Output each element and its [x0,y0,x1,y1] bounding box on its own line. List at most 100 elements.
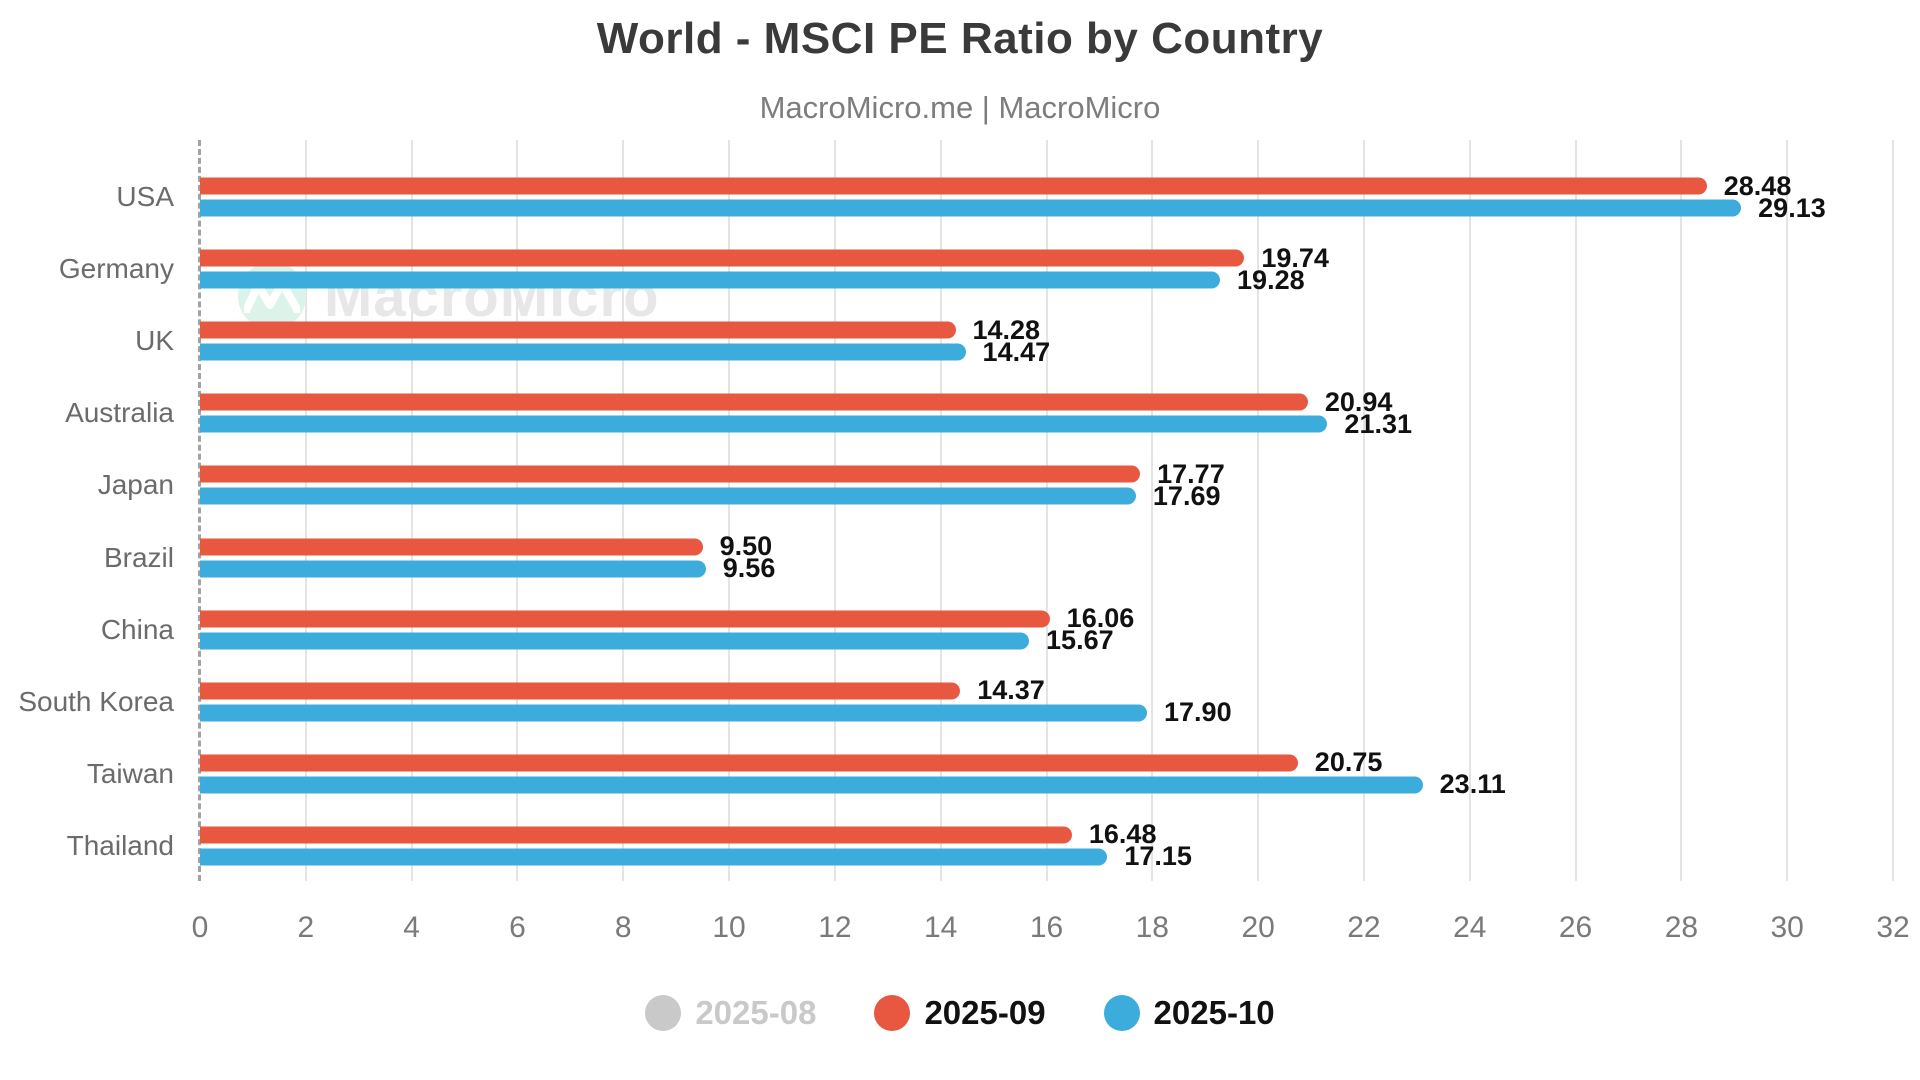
bar-2025-09-taiwan[interactable] [200,754,1298,772]
chart-subtitle: MacroMicro.me | MacroMicro [759,90,1161,125]
bar-row-japan: Japan 17.77 17.69 [98,449,1893,521]
gridline-x-28 [1680,140,1683,881]
chart-title: World - MSCI PE Ratio by Country [596,14,1324,63]
bar-row-thailand: Thailand 16.48 17.15 [67,810,1893,882]
bar-rows: USA 28.48 29.13 Germany 19.74 19.28 UK 14.28 14.… [18,161,1893,882]
value-label-2025-09-usa: 28.48 [1723,170,1792,201]
bar-2025-09-australia[interactable] [200,393,1308,411]
gridline-x-16 [1045,140,1048,881]
x-tick-label-12: 12 [818,911,852,944]
bar-2025-10-usa[interactable] [200,199,1742,217]
x-tick-label-2: 2 [297,911,315,944]
category-label-brazil: Brazil [103,541,174,573]
gridline-x-26 [1574,140,1577,881]
legend-label-2025-08: 2025-08 [695,994,817,1031]
bar-2025-10-china[interactable] [200,632,1030,650]
category-label-thailand: Thailand [66,829,174,861]
category-label-south-korea: South Korea [18,685,174,717]
gridline-x-2 [304,140,307,881]
legend-dot-2025-10 [1103,995,1140,1031]
bar-row-australia: Australia 20.94 21.31 [65,377,1893,449]
gridline-x-4 [410,140,413,881]
bar-2025-09-uk[interactable] [200,321,956,339]
legend-dot-2025-08 [645,995,682,1031]
x-tick-label-0: 0 [191,911,209,944]
plot-area: MacroMicro USA 28.48 29.13 Germany 19.74 19.2… [18,140,1894,882]
bar-2025-09-south-korea[interactable] [200,682,961,700]
value-label-2025-09-germany: 19.74 [1261,242,1329,273]
value-label-2025-09-thailand: 16.48 [1088,819,1157,850]
value-label-2025-10-brazil: 9.56 [722,553,776,584]
bar-row-germany: Germany 19.74 19.28 [59,233,1893,305]
value-label-2025-09-uk: 14.28 [972,314,1041,345]
gridline-x-14 [939,140,942,881]
x-tick-label-28: 28 [1664,911,1699,944]
bar-2025-09-usa[interactable] [200,177,1707,195]
bar-row-usa: USA 28.48 29.13 [116,161,1893,233]
value-label-2025-09-taiwan: 20.75 [1314,747,1383,778]
x-tick-label-16: 16 [1029,911,1064,944]
gridline-x-12 [833,140,836,881]
value-label-2025-10-uk: 14.47 [982,336,1051,367]
x-tick-label-20: 20 [1241,911,1275,944]
category-label-china: China [100,613,174,645]
legend-item-2025-08[interactable]: 2025-08 [645,994,816,1032]
value-label-2025-10-usa: 29.13 [1758,192,1826,223]
bar-2025-10-thailand[interactable] [200,848,1108,866]
x-tick-label-30: 30 [1770,911,1804,944]
x-tick-label-18: 18 [1135,911,1169,944]
bar-2025-09-thailand[interactable] [200,826,1072,844]
gridline-x-32 [1892,140,1894,881]
category-label-australia: Australia [65,397,174,429]
value-label-2025-09-china: 16.06 [1066,603,1135,634]
x-tick-label-4: 4 [403,911,420,944]
value-label-2025-09-australia: 20.94 [1324,386,1393,417]
bar-2025-09-japan[interactable] [200,465,1141,483]
gridline-x-10 [728,140,731,881]
bar-2025-10-brazil[interactable] [200,560,706,578]
y-axis-line [198,140,201,881]
x-tick-label-26: 26 [1558,911,1593,944]
bar-2025-10-germany[interactable] [200,271,1221,289]
gridline-x-6 [516,140,519,881]
bar-2025-10-uk[interactable] [200,343,966,361]
x-tick-label-14: 14 [924,911,958,944]
bar-row-uk: UK 14.28 14.47 [135,305,1893,377]
bar-2025-09-germany[interactable] [200,249,1245,267]
x-tick-label-24: 24 [1453,911,1487,944]
category-label-germany: Germany [58,253,174,285]
value-label-2025-10-south-korea: 17.90 [1164,697,1232,728]
value-label-2025-09-brazil: 9.50 [719,531,773,562]
gridline-x-22 [1362,140,1365,881]
value-label-2025-09-south-korea: 14.37 [977,675,1045,706]
value-label-2025-10-china: 15.67 [1046,625,1114,656]
bar-2025-10-south-korea[interactable] [200,704,1148,722]
value-label-2025-10-taiwan: 23.11 [1439,769,1506,800]
bar-2025-10-australia[interactable] [200,415,1328,433]
bar-2025-10-taiwan[interactable] [200,776,1423,794]
x-tick-label-8: 8 [614,911,632,944]
legend: 2025-08 2025-09 2025-10 [0,988,1920,1038]
legend-item-2025-10[interactable]: 2025-10 [1103,994,1275,1032]
gridline-x-24 [1468,140,1471,881]
category-label-uk: UK [135,325,174,357]
bar-row-china: China 16.06 15.67 [101,594,1893,666]
bar-row-south-korea: South Korea 14.37 17.90 [18,666,1893,738]
bar-2025-09-china[interactable] [200,610,1050,628]
value-label-2025-10-japan: 17.69 [1152,480,1221,511]
gridline-x-20 [1257,140,1260,881]
legend-label-2025-09: 2025-09 [924,994,1046,1031]
gridline-x-18 [1151,140,1154,881]
category-label-usa: USA [116,181,174,213]
category-label-taiwan: Taiwan [86,757,174,789]
legend-dot-2025-09 [874,995,911,1031]
legend-item-2025-09[interactable]: 2025-09 [874,994,1046,1032]
value-label-2025-09-japan: 17.77 [1157,458,1225,489]
bar-2025-09-brazil[interactable] [200,538,703,556]
x-tick-label-22: 22 [1347,911,1381,944]
category-label-japan: Japan [97,469,174,501]
gridline-x-30 [1786,140,1789,881]
bar-row-taiwan: Taiwan 20.75 23.11 [87,738,1893,810]
x-tick-label-6: 6 [509,911,526,944]
bar-2025-10-japan[interactable] [200,487,1136,505]
